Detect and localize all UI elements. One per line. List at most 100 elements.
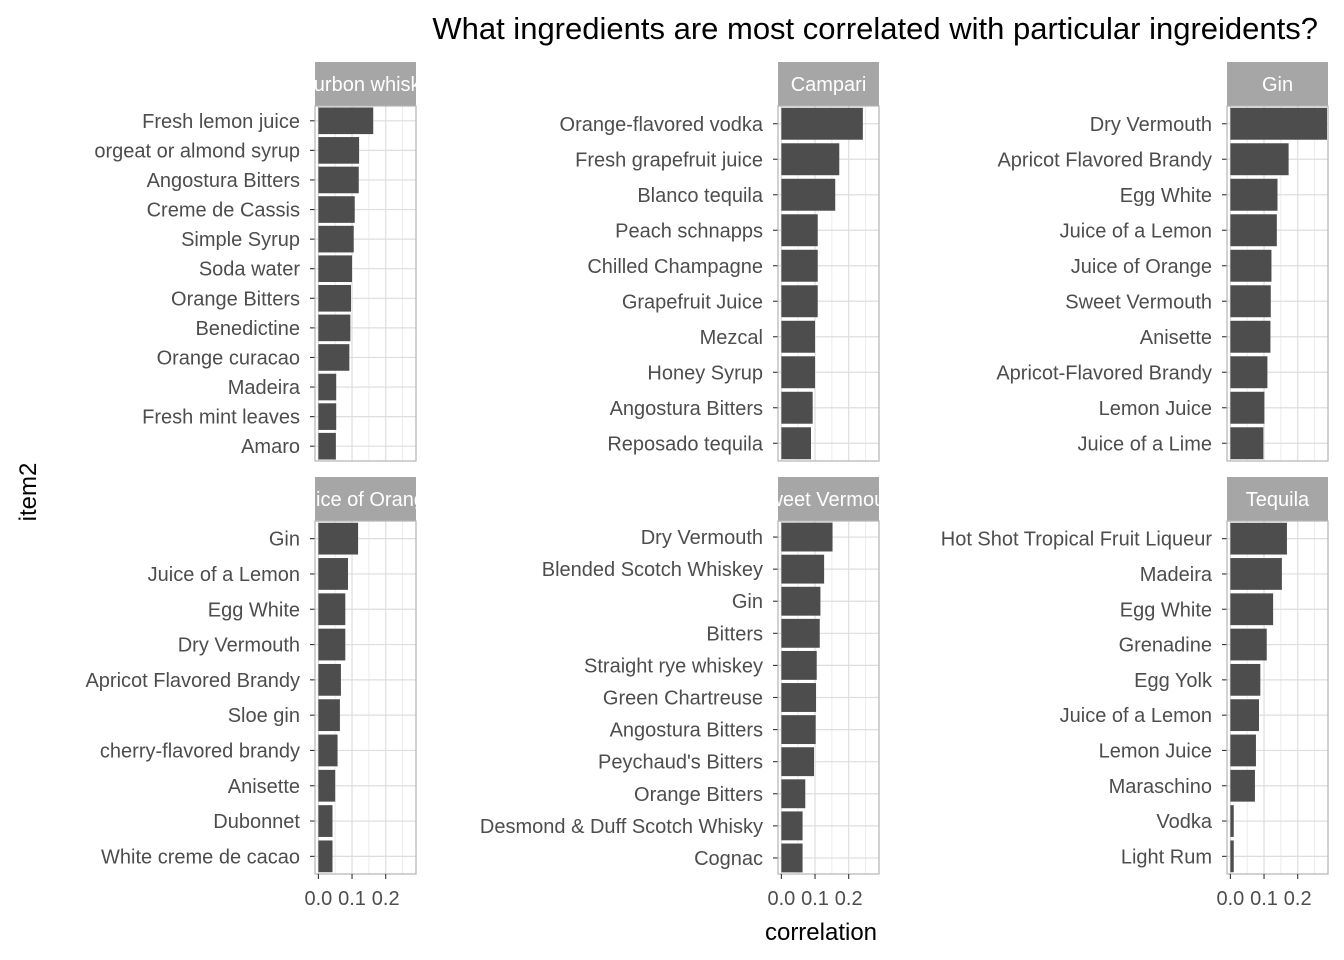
bar [318, 805, 333, 837]
bar [318, 699, 340, 732]
bar [1230, 427, 1264, 460]
category-label: Apricot Flavored Brandy [85, 670, 300, 692]
facet-panel-6: Tequila Hot Shot Tropical Fruit Liqueur Ma… [941, 477, 1329, 910]
category-label: Juice of a Lemon [1060, 220, 1212, 242]
panel-border [1226, 105, 1329, 462]
category-label: Egg White [208, 599, 300, 621]
category-label: Fresh mint leaves [142, 407, 300, 429]
category-label: Blanco tequila [637, 185, 764, 207]
category-label: Egg Yolk [1134, 670, 1213, 692]
bar [781, 178, 836, 211]
bar [1230, 628, 1267, 661]
facet-panel-2: Campari Orange-flavored vodka Fresh grapef… [560, 62, 880, 462]
bar [318, 663, 341, 696]
category-label: Hot Shot Tropical Fruit Liqueur [941, 529, 1213, 551]
category-label: Desmond & Duff Scotch Whisky [480, 816, 763, 838]
category-label: Creme de Cassis [147, 200, 300, 222]
category-label: Blended Scotch Whiskey [542, 559, 763, 581]
category-label: Honey Syrup [647, 362, 763, 384]
category-label: Orange-flavored vodka [560, 114, 764, 136]
bar [1230, 593, 1274, 626]
bar [1230, 320, 1271, 353]
bar [781, 427, 811, 460]
bar [781, 249, 818, 282]
bar [318, 522, 359, 555]
category-label: Anisette [1140, 327, 1212, 349]
category-label: Reposado tequila [607, 433, 764, 455]
x-tick-label: 0.0 [304, 888, 332, 910]
x-tick-label: 0.2 [372, 888, 400, 910]
category-label: Light Rum [1121, 846, 1212, 868]
category-label: Lemon Juice [1099, 740, 1212, 762]
facet-panel-5: Sweet Vermouth Dry Vermouth Blended Scotch… [480, 477, 902, 910]
panel-border [777, 520, 880, 875]
bar [781, 618, 820, 648]
category-label: Grapefruit Juice [622, 291, 763, 313]
bar [1230, 769, 1255, 802]
panel-border [314, 105, 417, 462]
bar [1230, 840, 1234, 873]
category-label: Orange Bitters [634, 784, 763, 806]
bar [318, 225, 354, 253]
facet-strip-label: Sweet Vermouth [755, 489, 902, 511]
bar [318, 840, 333, 873]
chart-title: What ingredients are most correlated wit… [432, 11, 1318, 46]
category-label: Cognac [694, 848, 763, 870]
facet-strip [315, 477, 416, 521]
category-label: Dry Vermouth [178, 635, 300, 657]
category-label: Angostura Bitters [610, 398, 763, 420]
facet-panel-1: Bourbon whiskey Fresh lemon juice orgeat o… [94, 62, 441, 462]
facet-panel-4: Juice of Orange Gin Juice of a Lemon Egg Wh… [85, 477, 417, 910]
category-label: orgeat or almond syrup [94, 140, 300, 162]
facet-strip-label: Campari [791, 74, 867, 96]
category-label: Bitters [706, 623, 763, 645]
bar [1230, 178, 1278, 211]
facet-strip-label: Bourbon whiskey [289, 74, 441, 96]
facet-panel-3: Gin Dry Vermouth Apricot Flavored Brandy Eg… [996, 62, 1329, 462]
bar [781, 554, 825, 584]
facet-strip [1227, 477, 1328, 521]
category-label: Sweet Vermouth [1065, 291, 1212, 313]
bar [318, 284, 352, 312]
bar [318, 107, 374, 135]
category-label: Green Chartreuse [603, 688, 763, 710]
category-label: Soda water [199, 259, 301, 281]
facet-strip [778, 477, 879, 521]
bar [318, 314, 351, 342]
category-label: Angostura Bitters [610, 720, 763, 742]
bar [781, 747, 815, 777]
category-label: Orange curacao [157, 347, 300, 369]
bar [1230, 356, 1268, 389]
category-label: Apricot-Flavored Brandy [996, 362, 1212, 384]
bar [1230, 734, 1256, 767]
category-label: Egg White [1120, 599, 1212, 621]
category-label: Dubonnet [213, 811, 300, 833]
bar [781, 107, 863, 140]
category-label: Angostura Bitters [147, 170, 300, 192]
bar [781, 320, 816, 353]
bar [1230, 391, 1265, 424]
bar [318, 769, 336, 802]
category-label: Gin [269, 529, 300, 551]
y-axis-title: item2 [15, 463, 42, 522]
bar [1230, 558, 1282, 590]
bar [1230, 522, 1287, 555]
bar [781, 779, 806, 809]
panel-border [314, 520, 417, 875]
bar [781, 143, 840, 176]
category-label: Madeira [1140, 564, 1213, 586]
category-label: Gin [732, 591, 763, 613]
facet-strip-label: Gin [1262, 74, 1293, 96]
category-label: Orange Bitters [171, 288, 300, 310]
bar [318, 344, 350, 371]
category-label: Vodka [1156, 811, 1212, 833]
bar [781, 285, 818, 318]
category-label: Apricot Flavored Brandy [997, 149, 1212, 171]
bar [781, 683, 817, 712]
category-label: Juice of a Lime [1077, 433, 1212, 455]
panel-border [777, 105, 880, 462]
category-label: Juice of a Lemon [1060, 705, 1212, 727]
bar [318, 255, 353, 283]
category-label: Egg White [1120, 185, 1212, 207]
